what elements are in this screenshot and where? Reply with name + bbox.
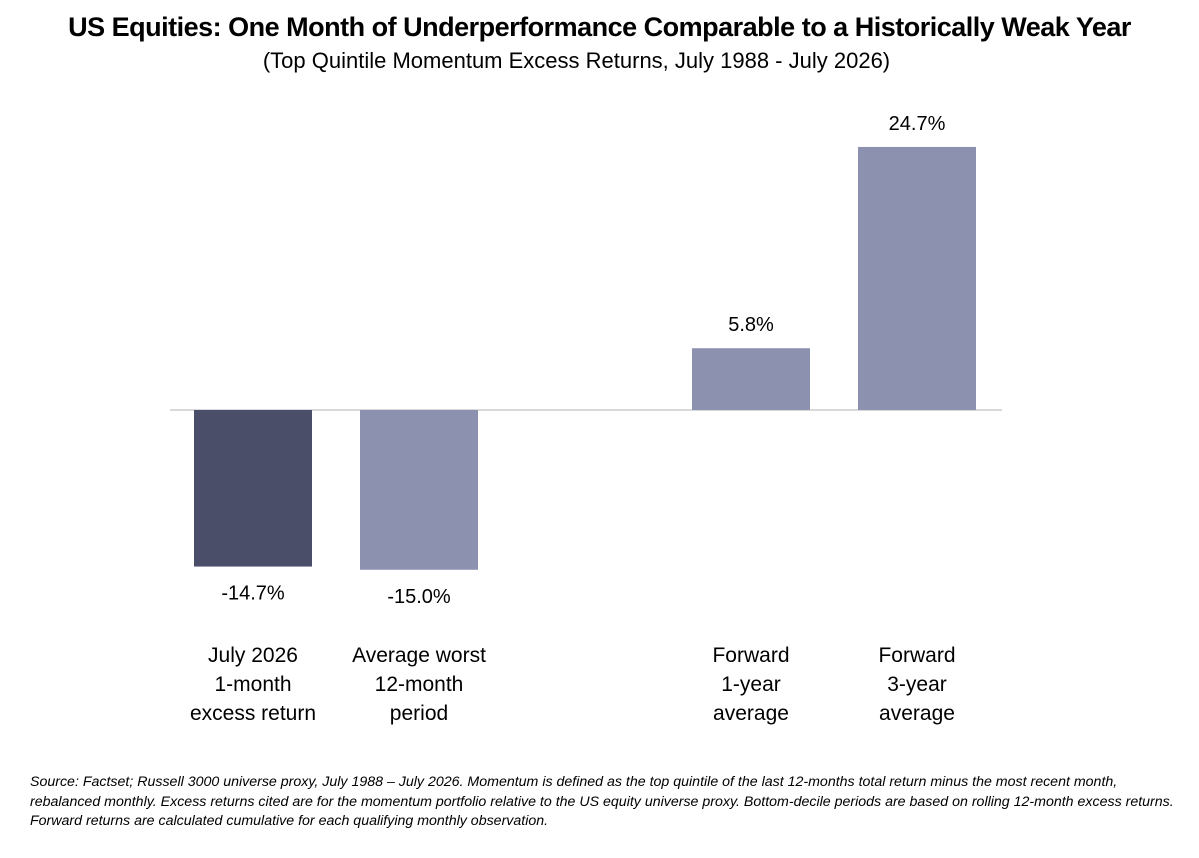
bar-4 xyxy=(858,146,976,410)
category-label-1-line-0: Average worst xyxy=(352,644,486,667)
category-label-3-line-2: average xyxy=(713,702,789,725)
category-label-1-line-2: period xyxy=(390,702,448,725)
data-label-0: -14.7% xyxy=(221,583,285,605)
data-label-4: 24.7% xyxy=(889,113,946,135)
category-label-4-line-2: average xyxy=(879,702,955,725)
category-label-4-line-0: Forward xyxy=(878,644,955,667)
bar-0 xyxy=(194,410,312,567)
category-label-3-line-1: 1-year xyxy=(721,673,781,696)
category-label-4-line-1: 3-year xyxy=(887,673,947,696)
category-label-3-line-0: Forward xyxy=(712,644,789,667)
bar-3 xyxy=(692,348,810,410)
bar-1 xyxy=(360,410,478,570)
category-label-0-line-2: excess return xyxy=(190,702,316,725)
data-label-1: -15.0% xyxy=(387,586,451,608)
category-label-0-line-0: July 2026 xyxy=(208,644,298,667)
data-label-3: 5.8% xyxy=(728,314,774,336)
chart-subtitle: (Top Quintile Momentum Excess Returns, J… xyxy=(262,48,891,73)
category-label-0-line-1: 1-month xyxy=(214,673,291,696)
source-footnote: Source: Factset; Russell 3000 universe p… xyxy=(30,774,1174,829)
chart-title: US Equities: One Month of Underperforman… xyxy=(68,12,1131,42)
category-label-1-line-1: 12-month xyxy=(375,673,464,696)
bar-chart: -14.7% July 2026 1-month excess return -15.0… xyxy=(170,113,1002,725)
